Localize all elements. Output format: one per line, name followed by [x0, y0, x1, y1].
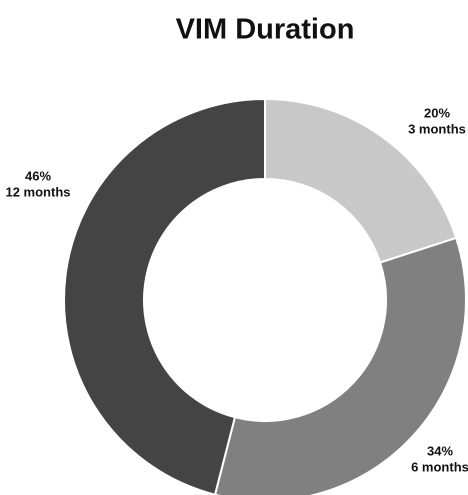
- category-label: 3 months: [408, 121, 466, 136]
- category-label: 12 months: [5, 184, 70, 199]
- donut-segment: [63, 97, 266, 495]
- category-label: 6 months: [411, 459, 468, 474]
- donut-segment: [264, 97, 458, 264]
- data-label: 34%: [427, 443, 453, 458]
- chart-title: VIM Duration: [176, 14, 355, 46]
- data-label: 20%: [424, 105, 450, 120]
- donut-segment: [213, 236, 467, 495]
- data-label: 46%: [25, 168, 51, 183]
